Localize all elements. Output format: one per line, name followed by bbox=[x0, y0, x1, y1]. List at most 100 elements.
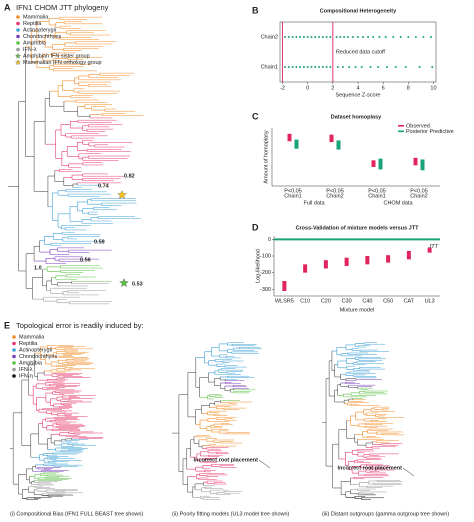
point bbox=[310, 36, 313, 38]
x-tick-label: 10 bbox=[430, 85, 436, 91]
legend-label: Amphibia bbox=[19, 360, 43, 366]
p-label: P<0.05 bbox=[284, 188, 302, 194]
point bbox=[287, 36, 290, 38]
legend-dot bbox=[12, 348, 16, 352]
legend-label: Reptilia bbox=[23, 21, 42, 27]
legend-dot bbox=[12, 335, 16, 339]
range-bar bbox=[282, 281, 287, 291]
point bbox=[372, 36, 375, 38]
legend-label: Actinopterygii bbox=[23, 27, 56, 33]
legend-label: Amphibia bbox=[23, 40, 47, 46]
point bbox=[325, 66, 328, 68]
point bbox=[339, 36, 342, 38]
range-bar bbox=[413, 157, 418, 166]
y-axis-label: Amount of homoplasy bbox=[263, 130, 269, 183]
y-tick-label: Chain2 bbox=[261, 34, 278, 40]
point bbox=[287, 66, 290, 68]
point bbox=[310, 66, 313, 68]
legend-label: Mammalia bbox=[19, 334, 45, 340]
range-bar bbox=[323, 260, 328, 269]
x-tick-label: Chain1 bbox=[284, 193, 301, 199]
point bbox=[377, 66, 380, 68]
point bbox=[362, 36, 365, 38]
group-star bbox=[117, 190, 127, 199]
x-tick-label: C30 bbox=[342, 298, 352, 304]
range-bar bbox=[303, 264, 308, 273]
p-label: P<0.05 bbox=[368, 188, 386, 194]
legend-dot bbox=[16, 15, 20, 19]
legend-dot bbox=[12, 341, 16, 346]
range-bar bbox=[329, 134, 334, 143]
legend-star bbox=[15, 53, 21, 59]
point bbox=[404, 66, 407, 68]
point bbox=[284, 36, 287, 38]
x-tick-label: 8 bbox=[407, 85, 410, 91]
point bbox=[295, 36, 298, 38]
point bbox=[348, 66, 351, 68]
point bbox=[318, 36, 320, 38]
range-bar bbox=[420, 159, 425, 171]
legend-label: IFN-η bbox=[19, 373, 33, 379]
p-label: P<0.05 bbox=[326, 188, 344, 194]
point bbox=[291, 36, 294, 38]
point bbox=[399, 36, 402, 38]
point bbox=[341, 66, 344, 68]
point bbox=[392, 36, 395, 38]
point bbox=[329, 36, 332, 38]
range-bar bbox=[371, 160, 376, 167]
legend-label: IFN-λ bbox=[23, 47, 37, 53]
point bbox=[346, 36, 349, 38]
caption: (iii) Distant outgroups (gamma outgroup … bbox=[322, 511, 449, 517]
point bbox=[351, 36, 354, 38]
point bbox=[302, 36, 305, 38]
legend-label: Posterior Predictive bbox=[406, 129, 454, 135]
panel-label: E bbox=[4, 320, 10, 330]
legend-dot bbox=[12, 367, 16, 372]
point bbox=[369, 66, 372, 68]
legend-dot bbox=[12, 374, 16, 378]
point bbox=[302, 66, 305, 68]
legend-label: Actinopterygii bbox=[19, 347, 52, 353]
x-tick-label: 0 bbox=[306, 85, 309, 91]
x-tick-label: Chain1 bbox=[368, 193, 385, 199]
point bbox=[367, 36, 370, 38]
range-bar bbox=[287, 133, 292, 142]
point bbox=[306, 66, 309, 68]
point bbox=[407, 36, 410, 38]
point bbox=[378, 36, 381, 38]
panel-label: A bbox=[4, 2, 11, 12]
point bbox=[343, 36, 346, 38]
y-tick-label: -100 bbox=[260, 253, 271, 259]
point bbox=[384, 36, 387, 38]
legend-dot bbox=[16, 21, 20, 26]
point bbox=[325, 36, 328, 38]
x-axis-label: Mixture model bbox=[340, 307, 375, 313]
legend-star bbox=[15, 59, 21, 65]
panel-title: IFN1 CHOM JTT phylogeny bbox=[16, 3, 109, 12]
point bbox=[357, 36, 359, 38]
y-tick-label: Chain1 bbox=[261, 64, 278, 70]
point bbox=[422, 36, 425, 38]
point bbox=[431, 66, 434, 68]
group-label: CHOM data bbox=[383, 200, 413, 206]
x-tick-label: Chain2 bbox=[410, 193, 427, 199]
reference-label: JTT bbox=[428, 244, 439, 250]
legend-label: Reptilia bbox=[19, 341, 38, 347]
x-tick-label: WLSR5 bbox=[275, 298, 294, 304]
range-bar bbox=[386, 255, 391, 263]
range-bar bbox=[365, 256, 370, 265]
point bbox=[360, 66, 363, 68]
range-bar bbox=[378, 158, 383, 170]
caption: (ii) Poorly fitting models (UL3 model tr… bbox=[172, 511, 290, 517]
panel-title: Topological error is readily induced by: bbox=[16, 321, 144, 330]
x-tick-label: -2 bbox=[280, 85, 285, 91]
point bbox=[306, 36, 309, 38]
legend-swatch bbox=[398, 130, 404, 133]
support-value: 0.53 bbox=[132, 281, 143, 287]
y-axis-label: Log-likelihood bbox=[255, 249, 261, 283]
legend-label: Observed bbox=[406, 123, 430, 129]
support-value: 1.0 bbox=[34, 265, 42, 271]
point bbox=[414, 36, 417, 38]
legend-dot bbox=[12, 354, 16, 359]
